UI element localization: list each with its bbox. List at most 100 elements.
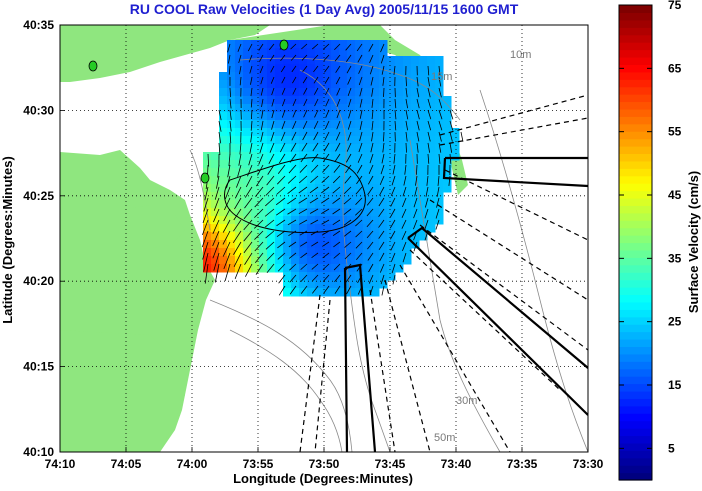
field-cell	[355, 160, 364, 169]
field-cell	[315, 104, 324, 113]
field-cell	[395, 144, 404, 153]
field-cell	[395, 248, 404, 257]
field-cell	[395, 192, 404, 201]
field-cell	[299, 176, 308, 185]
field-cell	[299, 248, 308, 257]
field-cell	[283, 136, 292, 145]
field-cell	[307, 208, 316, 217]
colorbar-step	[619, 20, 652, 28]
field-cell	[443, 96, 452, 105]
field-cell	[315, 40, 324, 49]
field-cell	[275, 216, 284, 225]
colorbar-step	[619, 50, 652, 58]
field-cell	[395, 184, 404, 193]
field-cell	[371, 232, 380, 241]
colorbar-step	[619, 450, 652, 458]
field-cell	[387, 104, 396, 113]
y-tick-label: 40:35	[23, 18, 54, 32]
x-tick-label: 73:50	[309, 457, 340, 471]
field-cell	[387, 232, 396, 241]
field-cell	[395, 208, 404, 217]
field-cell	[299, 48, 308, 57]
field-cell	[259, 216, 268, 225]
colorbar-step	[619, 94, 652, 102]
field-cell	[347, 112, 356, 121]
field-cell	[299, 192, 308, 201]
field-cell	[211, 256, 220, 265]
field-cell	[435, 184, 444, 193]
field-cell	[419, 128, 428, 137]
field-cell	[291, 72, 300, 81]
field-cell	[219, 208, 228, 217]
colorbar-step	[619, 213, 652, 221]
field-cell	[363, 136, 372, 145]
colorbar-step	[619, 176, 652, 184]
field-cell	[347, 80, 356, 89]
field-cell	[299, 80, 308, 89]
field-cell	[363, 272, 372, 281]
field-cell	[363, 88, 372, 97]
field-cell	[299, 264, 308, 273]
field-cell	[411, 176, 420, 185]
colorbar-step	[619, 376, 652, 384]
field-cell	[331, 248, 340, 257]
colorbar-step	[619, 5, 652, 13]
field-cell	[363, 224, 372, 233]
field-cell	[371, 248, 380, 257]
field-cell	[275, 56, 284, 65]
field-cell	[339, 112, 348, 121]
colorbar-step	[619, 473, 652, 481]
field-cell	[315, 256, 324, 265]
field-cell	[315, 200, 324, 209]
field-cell	[403, 144, 412, 153]
field-cell	[299, 160, 308, 169]
field-cell	[347, 200, 356, 209]
field-cell	[379, 72, 388, 81]
field-cell	[235, 112, 244, 121]
field-cell	[267, 216, 276, 225]
x-tick-label: 74:10	[45, 457, 76, 471]
field-cell	[387, 136, 396, 145]
field-cell	[299, 184, 308, 193]
field-cell	[355, 88, 364, 97]
field-cell	[267, 144, 276, 153]
x-tick-label: 73:45	[375, 457, 406, 471]
field-cell	[275, 72, 284, 81]
field-cell	[259, 192, 268, 201]
field-cell	[267, 104, 276, 113]
field-cell	[219, 264, 228, 273]
colorbar-step	[619, 391, 652, 399]
field-cell	[363, 80, 372, 89]
field-cell	[211, 208, 220, 217]
field-cell	[235, 96, 244, 105]
field-cell	[275, 136, 284, 145]
field-cell	[339, 232, 348, 241]
field-cell	[227, 152, 236, 161]
field-cell	[283, 168, 292, 177]
field-cell	[203, 224, 212, 233]
field-cell	[307, 136, 316, 145]
colorbar-step	[619, 228, 652, 236]
field-cell	[395, 176, 404, 185]
field-cell	[307, 48, 316, 57]
field-cell	[371, 256, 380, 265]
field-cell	[243, 192, 252, 201]
field-cell	[291, 264, 300, 273]
field-cell	[227, 80, 236, 89]
colorbar-step	[619, 153, 652, 161]
field-cell	[371, 48, 380, 57]
field-cell	[307, 256, 316, 265]
field-cell	[379, 216, 388, 225]
field-cell	[331, 136, 340, 145]
site-marker	[201, 173, 209, 183]
field-cell	[259, 96, 268, 105]
field-cell	[395, 88, 404, 97]
field-cell	[347, 256, 356, 265]
x-tick-label: 73:55	[243, 457, 274, 471]
field-cell	[419, 120, 428, 129]
field-cell	[315, 208, 324, 217]
field-cell	[307, 96, 316, 105]
field-cell	[419, 168, 428, 177]
field-cell	[419, 96, 428, 105]
